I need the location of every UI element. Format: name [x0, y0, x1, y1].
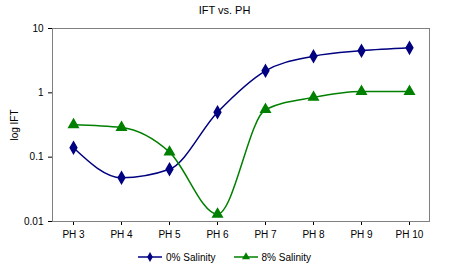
- svg-text:PH 5: PH 5: [158, 229, 181, 240]
- svg-text:1: 1: [38, 87, 44, 98]
- svg-text:10: 10: [32, 23, 44, 34]
- svg-text:PH 7: PH 7: [254, 229, 277, 240]
- svg-text:PH 10: PH 10: [396, 229, 424, 240]
- svg-text:PH 3: PH 3: [62, 229, 85, 240]
- svg-text:0.1: 0.1: [30, 151, 44, 162]
- svg-text:PH 4: PH 4: [110, 229, 133, 240]
- html-text:IFT vs. PH: IFT vs. PH: [198, 4, 251, 16]
- svg-text:PH 9: PH 9: [350, 229, 373, 240]
- svg-text:log IFT: log IFT: [9, 109, 20, 140]
- html-text:0% Salinity: 0% Salinity: [166, 251, 216, 263]
- svg-text:PH 8: PH 8: [302, 229, 325, 240]
- html-text:8% Salinity: 8% Salinity: [261, 251, 311, 263]
- svg-text:0.01: 0.01: [24, 216, 44, 227]
- svg-text:PH 6: PH 6: [206, 229, 229, 240]
